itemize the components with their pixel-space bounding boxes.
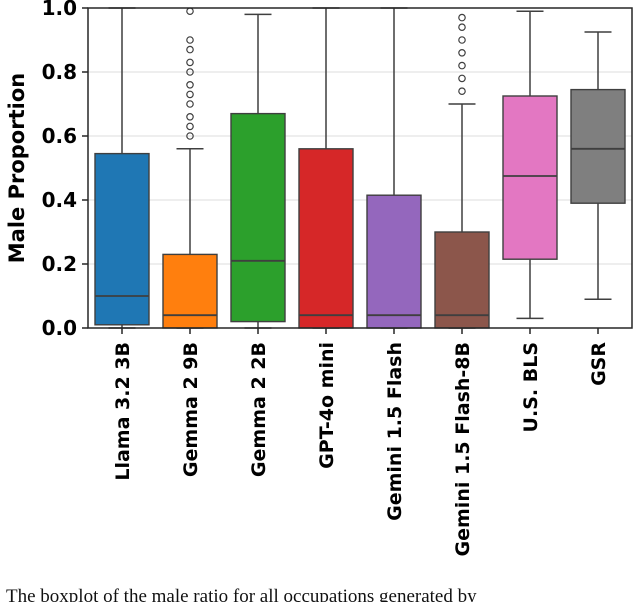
axis-frame	[87, 7, 633, 329]
boxplot-chart: 0.0 0.2 0.4 0.6 0.8 1.0 Llama 3.2 3B Gemma 2 9B…	[5, 0, 633, 556]
box	[298, 148, 354, 329]
y-tick-label: 0.2	[42, 252, 77, 276]
box	[366, 194, 422, 329]
outlier-point	[458, 23, 466, 32]
box	[570, 88, 626, 204]
outlier-point	[186, 58, 194, 67]
outlier-point	[186, 81, 194, 89]
x-tick-label: U.S. BLS	[520, 342, 542, 432]
outlier-point	[186, 90, 194, 99]
outlier-point	[186, 45, 194, 54]
y-tick-label: 0.8	[42, 60, 77, 84]
x-tick-label: GSR	[588, 342, 610, 386]
y-axis-label: Male Proportion	[5, 73, 29, 263]
box	[230, 112, 286, 323]
outlier-point	[458, 87, 466, 96]
y-tick-label: 0.0	[42, 316, 77, 340]
outlier-point	[186, 113, 194, 121]
outlier-point	[458, 13, 466, 22]
y-tick-label: 0.4	[42, 188, 77, 212]
x-tick-label: Gemini 1.5 Flash	[384, 342, 406, 521]
x-tick-label: Gemma 2 2B	[248, 342, 270, 477]
outlier-point	[458, 61, 466, 70]
box	[94, 152, 150, 326]
box	[162, 253, 218, 329]
x-tick-label: Gemini 1.5 Flash-8B	[452, 342, 474, 556]
x-tick-label: Gemma 2 9B	[180, 342, 202, 477]
x-tick-label: GPT-4o mini	[316, 342, 338, 469]
figure-caption: The boxplot of the male ratio for all oc…	[6, 586, 477, 602]
x-tick-label: Llama 3.2 3B	[112, 342, 134, 481]
box	[434, 231, 490, 329]
outlier-point	[186, 36, 194, 44]
box	[502, 95, 558, 260]
y-tick-label: 1.0	[42, 0, 77, 20]
outlier-point	[458, 48, 466, 57]
outlier-point	[186, 100, 194, 108]
outlier-point	[186, 7, 194, 16]
outlier-point	[186, 132, 194, 140]
outlier-point	[186, 122, 194, 131]
outlier-point	[458, 74, 466, 83]
y-tick-label: 0.6	[42, 124, 77, 148]
outlier-point	[458, 36, 466, 44]
outlier-point	[186, 68, 194, 76]
